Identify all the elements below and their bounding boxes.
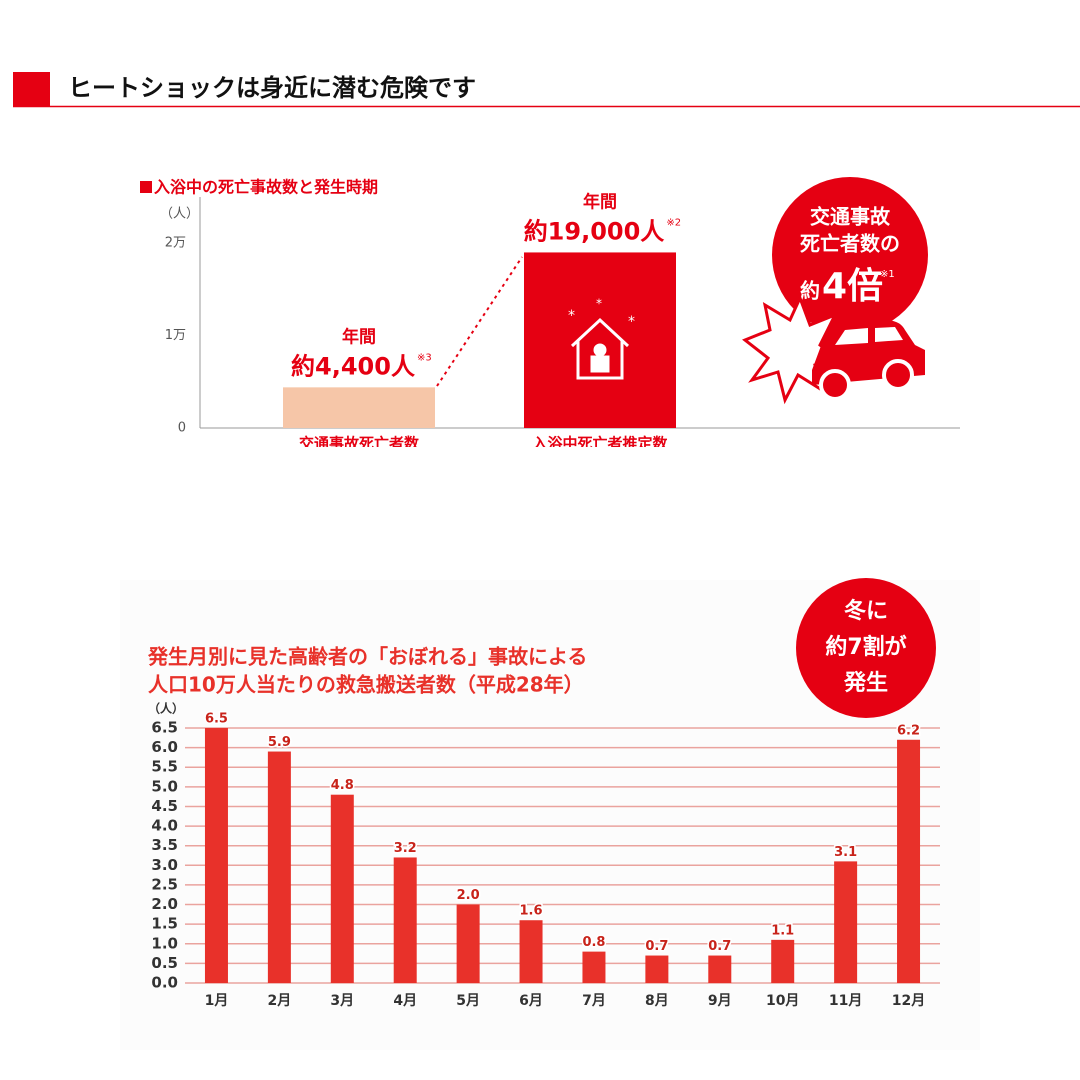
y-tick-label: 4.0 <box>151 817 178 835</box>
svg-text:*: * <box>628 314 635 330</box>
y-tick-label: 1万 <box>165 328 186 343</box>
y-tick-label: 6.0 <box>151 738 178 756</box>
x-tick-label: 交通事故死亡者数 <box>299 435 420 453</box>
x-tick-label: 6月 <box>519 993 543 1009</box>
bar <box>456 904 480 983</box>
value-label: 6.2 <box>897 723 920 738</box>
y-tick-label: 0.5 <box>151 954 178 972</box>
bar <box>204 728 228 983</box>
bar <box>834 861 858 983</box>
y-tick-label: 0 <box>178 421 186 436</box>
header-title: ヒートショックは身近に潜む危険です <box>68 74 476 102</box>
svg-text:*: * <box>568 308 575 324</box>
value-label: 約19,000人 <box>524 217 665 245</box>
y-tick-label: 1.0 <box>151 934 178 952</box>
y-tick-label: 1.5 <box>151 915 178 933</box>
x-tick-label: 5月 <box>456 993 480 1009</box>
x-tick-label: 12月 <box>892 993 925 1009</box>
value-label: 0.8 <box>582 935 605 950</box>
bar <box>708 955 732 983</box>
y-tick-label: 0.0 <box>151 974 178 992</box>
badge-text: 約 <box>800 279 820 303</box>
bar <box>771 939 795 983</box>
bar <box>897 739 921 983</box>
y-tick-label: 2.5 <box>151 875 178 893</box>
value-label: 6.5 <box>205 712 228 727</box>
y-tick-label: 6.5 <box>151 719 178 737</box>
x-tick-label: 11月 <box>829 993 862 1009</box>
y-tick-label: 2万 <box>165 236 186 251</box>
badge-text: 発生 <box>843 671 888 696</box>
y-tick-label: 5.0 <box>151 777 178 795</box>
value-label: 4.8 <box>331 778 354 793</box>
x-tick-label: 3月 <box>330 993 354 1009</box>
badge <box>772 177 928 333</box>
car-illustration <box>742 294 925 405</box>
value-label: 2.0 <box>457 888 480 903</box>
y-tick-label: 3.0 <box>151 856 178 874</box>
value-label: 0.7 <box>708 939 731 954</box>
value-label: 1.6 <box>520 904 543 919</box>
x-tick-label: 入浴中死亡者推定数 <box>532 435 668 453</box>
value-label: 0.7 <box>645 939 668 954</box>
bar <box>645 955 669 983</box>
badge <box>796 578 936 718</box>
bar <box>582 951 606 983</box>
badge-text: 冬に <box>844 598 888 624</box>
x-tick-label: 10月 <box>766 993 799 1009</box>
badge-text: 死亡者数の <box>800 232 900 256</box>
y-tick-label: 3.5 <box>151 836 178 854</box>
note: ※3 <box>417 352 432 363</box>
header-mark <box>13 72 50 106</box>
y-tick-label: 2.0 <box>151 895 178 913</box>
period-label: 年間 <box>583 191 617 212</box>
value-label: 約4,400人 <box>291 352 415 380</box>
chart-2: 0.00.51.01.52.02.53.03.54.04.55.05.56.06… <box>151 710 940 1009</box>
value-label: 1.1 <box>771 923 794 938</box>
title-mark <box>140 181 152 193</box>
house-icon: * * * <box>568 297 635 380</box>
x-tick-label: 9月 <box>708 993 732 1009</box>
badge-note: ※1 <box>880 269 895 280</box>
x-tick-label: 4月 <box>393 993 417 1009</box>
badge-text: 約7割が <box>825 634 906 660</box>
svg-text:*: * <box>596 297 602 311</box>
chart-title: 入浴中の死亡事故数と発生時期 <box>154 178 378 197</box>
badge-text: 交通事故 <box>810 205 891 229</box>
badge-text: 4倍 <box>822 266 883 307</box>
x-tick-label: 7月 <box>582 993 606 1009</box>
value-label: 3.2 <box>394 841 417 856</box>
y-unit: （人） <box>148 701 184 716</box>
bar <box>283 387 435 428</box>
value-label: 3.1 <box>834 845 857 860</box>
period-label: 年間 <box>342 326 376 347</box>
chart-title: 人口10万人当たりの救急搬送者数（平成28年） <box>148 673 584 697</box>
x-tick-label: 2月 <box>268 993 292 1009</box>
bar <box>330 794 354 983</box>
connector <box>436 256 523 387</box>
y-tick-label: 4.5 <box>151 797 178 815</box>
x-tick-label: 1月 <box>205 993 229 1009</box>
bar <box>267 751 291 983</box>
note: ※2 <box>666 217 681 228</box>
bar <box>519 920 543 983</box>
chart-title: 発生月別に見た高齢者の「おぼれる」事故による <box>147 645 587 669</box>
value-label: 5.9 <box>268 735 291 750</box>
bar <box>524 252 676 428</box>
x-tick-label: 8月 <box>645 993 669 1009</box>
bar <box>393 857 417 983</box>
y-unit: （人） <box>160 207 199 222</box>
y-tick-label: 5.5 <box>151 758 178 776</box>
